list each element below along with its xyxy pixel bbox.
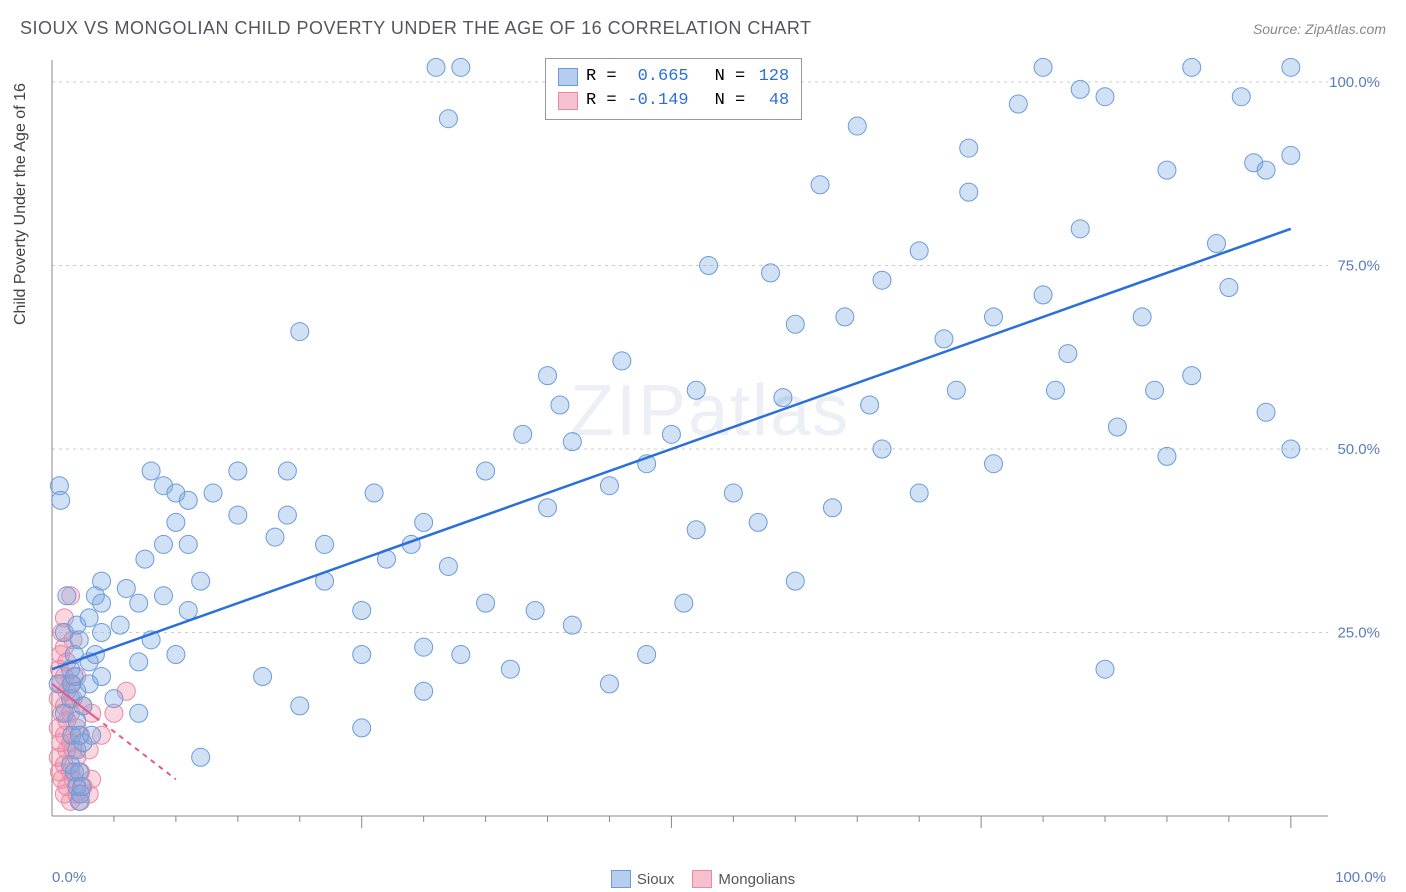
mongolians-swatch-icon — [692, 870, 712, 888]
stats-n-label: N = — [715, 65, 746, 89]
legend: Sioux Mongolians — [0, 870, 1406, 888]
y-axis-label: Child Poverty Under the Age of 16 — [12, 83, 30, 325]
source-attribution: Source: ZipAtlas.com — [1253, 21, 1386, 37]
svg-text:75.0%: 75.0% — [1337, 258, 1380, 275]
correlation-stats-box: R = 0.665 N = 128 R = -0.149 N = 48 — [545, 58, 802, 120]
stats-row-sioux: R = 0.665 N = 128 — [558, 65, 789, 89]
correlation-chart: SIOUX VS MONGOLIAN CHILD POVERTY UNDER T… — [0, 0, 1406, 892]
svg-text:50.0%: 50.0% — [1337, 441, 1380, 458]
scatter-plot-svg: 25.0% 50.0% 75.0% 100.0% — [48, 48, 1388, 838]
legend-label: Mongolians — [718, 871, 795, 888]
legend-item-mongolians: Mongolians — [692, 870, 795, 888]
stats-n-value: 48 — [753, 89, 789, 113]
stats-n-label: N = — [715, 89, 746, 113]
stats-r-label: R = — [586, 65, 617, 89]
svg-text:100.0%: 100.0% — [1329, 74, 1380, 91]
sioux-swatch-icon — [611, 870, 631, 888]
stats-r-label: R = — [586, 89, 617, 113]
stats-r-value: -0.149 — [625, 89, 689, 113]
stats-r-value: 0.665 — [625, 65, 689, 89]
svg-text:25.0%: 25.0% — [1337, 625, 1380, 642]
mongolians-swatch-icon — [558, 92, 578, 110]
legend-item-sioux: Sioux — [611, 870, 675, 888]
x-axis-origin-label: 0.0% — [52, 869, 86, 886]
stats-row-mongolians: R = -0.149 N = 48 — [558, 89, 789, 113]
x-axis-end-label: 100.0% — [1335, 869, 1386, 886]
sioux-swatch-icon — [558, 68, 578, 86]
title-bar: SIOUX VS MONGOLIAN CHILD POVERTY UNDER T… — [20, 18, 1386, 39]
stats-n-value: 128 — [753, 65, 789, 89]
legend-label: Sioux — [637, 871, 675, 888]
chart-title: SIOUX VS MONGOLIAN CHILD POVERTY UNDER T… — [20, 18, 812, 39]
